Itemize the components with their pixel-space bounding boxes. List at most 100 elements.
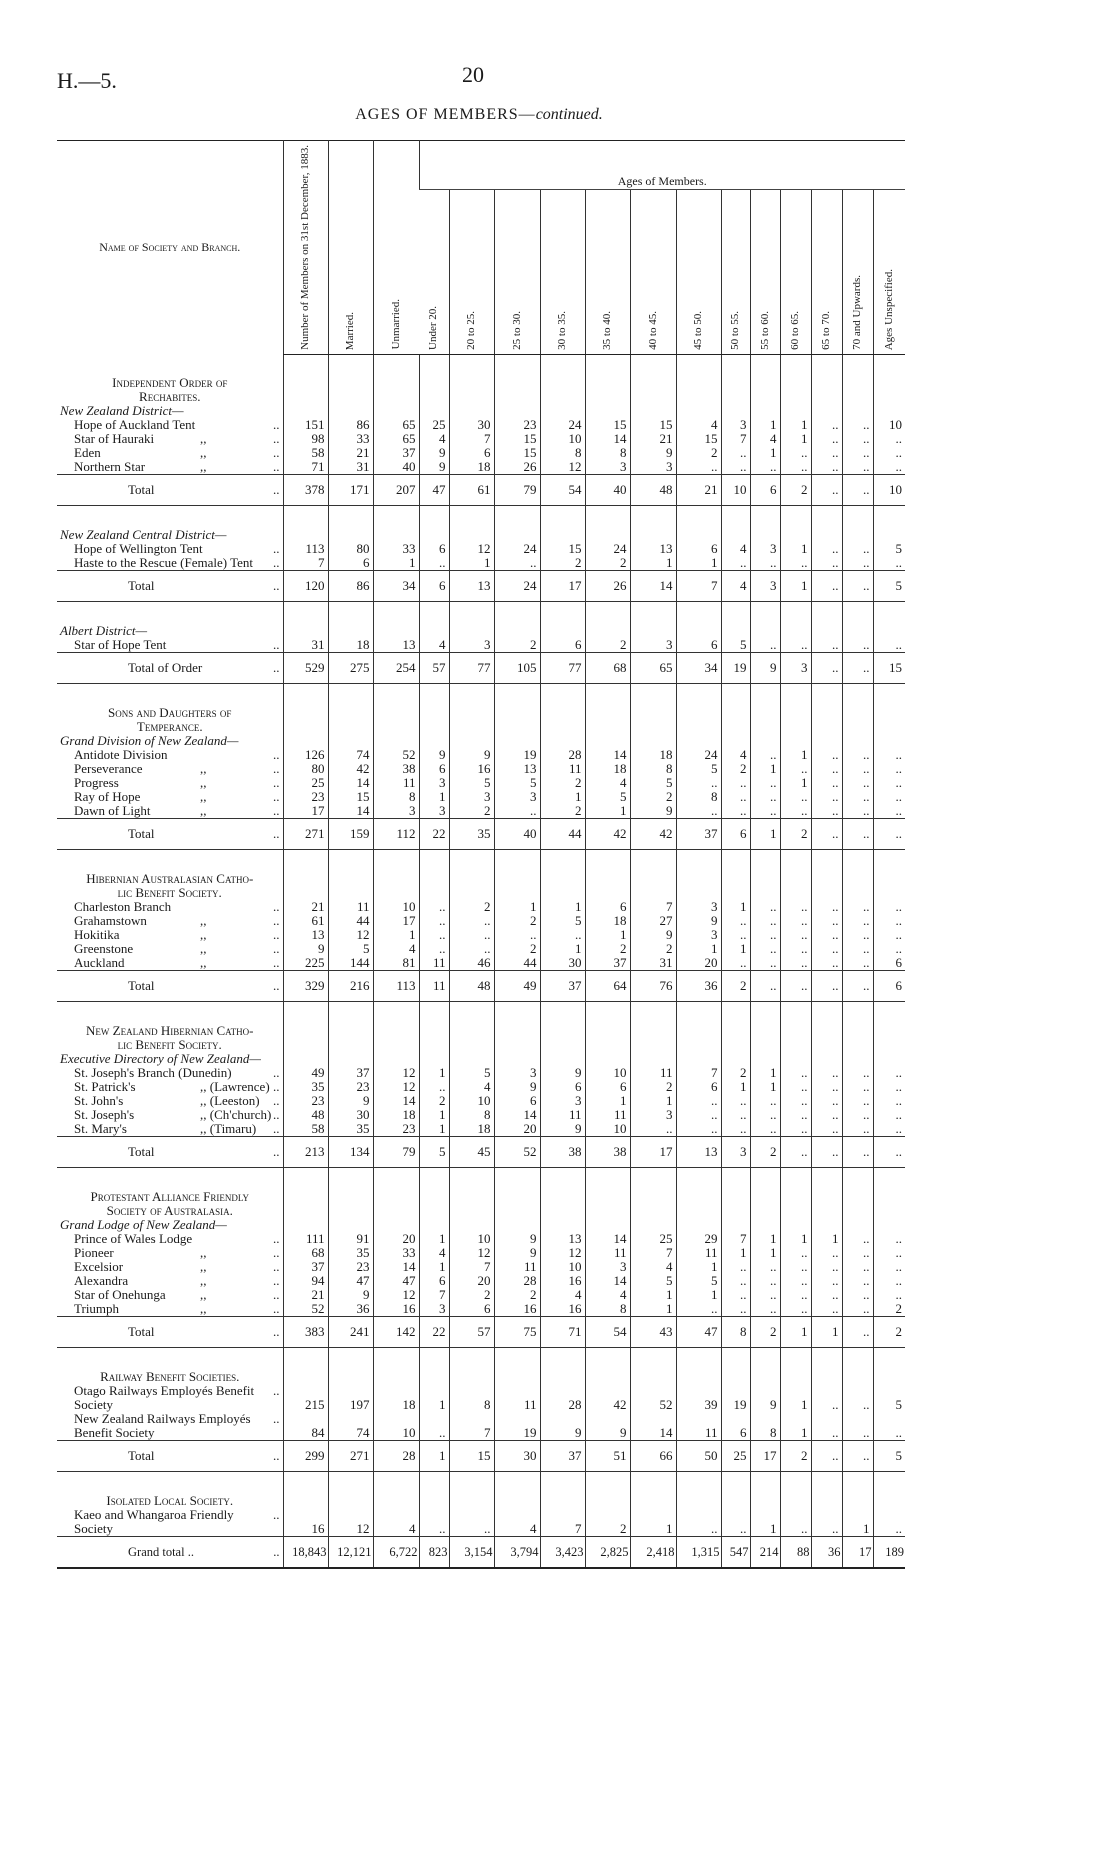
table-cell: 12,121 bbox=[327, 1536, 373, 1569]
table-cell: 1 bbox=[629, 1471, 676, 1537]
leader-dots: .. bbox=[273, 775, 280, 791]
table-cell: 40 bbox=[493, 818, 540, 851]
table-cell: 3 bbox=[749, 570, 780, 603]
table-cell: 13 bbox=[675, 1136, 721, 1169]
table-cell: 4 bbox=[372, 1471, 419, 1537]
table-cell: 2 bbox=[720, 970, 750, 1003]
table-cell: 5 bbox=[418, 1136, 449, 1169]
table-cell: 14 bbox=[584, 683, 630, 763]
table-cell: 6 bbox=[327, 556, 373, 571]
table-cell: .. bbox=[872, 818, 905, 851]
table-cell: 16 bbox=[282, 1471, 328, 1537]
table-cell: 151 bbox=[282, 354, 328, 433]
table-cell: 38 bbox=[584, 1136, 630, 1169]
table-cell: .. bbox=[872, 556, 905, 571]
table-cell: 2 bbox=[779, 474, 811, 507]
table-cell: 8 bbox=[720, 1316, 750, 1349]
table-cell: 81 bbox=[372, 956, 419, 971]
table-cell: .. bbox=[779, 956, 811, 971]
table-cell: .. bbox=[779, 1108, 811, 1123]
table-cell: 7 bbox=[282, 556, 328, 571]
table-cell: 14 bbox=[327, 776, 373, 791]
table-cell: 37 bbox=[675, 818, 721, 851]
table-cell: 13 bbox=[493, 762, 540, 777]
table-cell: 52 bbox=[282, 1302, 328, 1317]
table-cell: 1 bbox=[749, 354, 780, 433]
row-label-text: Star of Hope Tent bbox=[74, 637, 167, 653]
table-cell: 86 bbox=[327, 354, 373, 433]
table-cell: 214 bbox=[749, 1536, 780, 1569]
table-cell: 215 bbox=[282, 1347, 328, 1413]
table-cell: 2 bbox=[584, 1471, 630, 1537]
table-cell: 120 bbox=[282, 570, 328, 603]
table-cell: .. bbox=[675, 1302, 721, 1317]
table-cell: .. bbox=[810, 1412, 842, 1441]
table-cell: 68 bbox=[282, 1246, 328, 1261]
table-cell: 4 bbox=[749, 432, 780, 447]
table-cell: 1 bbox=[720, 1246, 750, 1261]
leader-dots: .. bbox=[273, 1231, 280, 1247]
table-cell: 28 bbox=[372, 1440, 419, 1473]
table-cell: 216 bbox=[327, 970, 373, 1003]
table-cell: .. bbox=[841, 1094, 873, 1109]
leader-dots: .. bbox=[273, 761, 280, 777]
table-cell: .. bbox=[418, 1412, 449, 1441]
table-cell: 9 bbox=[584, 1412, 630, 1441]
total-label: Total.. bbox=[60, 483, 280, 497]
table-cell: 10 bbox=[539, 1260, 585, 1275]
header-married: Married. bbox=[327, 140, 373, 355]
table-cell: .. bbox=[720, 556, 750, 571]
table-cell: 12 bbox=[448, 505, 494, 557]
table-cell: 35 bbox=[327, 1246, 373, 1261]
table-cell: 36 bbox=[810, 1536, 842, 1569]
table-cell: 33 bbox=[372, 1246, 419, 1261]
table-cell: .. bbox=[810, 818, 842, 851]
table-cell: .. bbox=[493, 556, 540, 571]
table-cell: 6 bbox=[418, 505, 449, 557]
table-row: Grahamstown,,.. 61 44 17.... 2 5 18 27 9........… bbox=[57, 914, 905, 929]
header-age-8: 55 to 60. bbox=[749, 189, 780, 355]
table-cell: 54 bbox=[584, 1316, 630, 1349]
table-cell: .. bbox=[841, 556, 873, 571]
table-cell: 13 bbox=[282, 928, 328, 943]
leader-dots: .. bbox=[273, 1324, 280, 1340]
table-cell: 94 bbox=[282, 1274, 328, 1289]
table-cell: .. bbox=[841, 1260, 873, 1275]
table-cell: .. bbox=[749, 804, 780, 819]
table-cell: 7 bbox=[448, 1260, 494, 1275]
row-label-cell: Hibernian Australasian Catho-lic Benefit… bbox=[57, 850, 283, 915]
table-cell: .. bbox=[749, 914, 780, 929]
total-label-text: Total bbox=[128, 1144, 155, 1160]
district-heading: New Zealand District— bbox=[60, 403, 184, 419]
row-label-text: Pioneer bbox=[74, 1245, 114, 1261]
table-cell: 1 bbox=[749, 818, 780, 851]
table-cell: 74 bbox=[327, 683, 373, 763]
table-cell: .. bbox=[841, 1440, 873, 1473]
table-cell: 26 bbox=[584, 570, 630, 603]
table-cell: 1 bbox=[493, 849, 540, 915]
table-cell: 9 bbox=[749, 652, 780, 685]
table-cell: .. bbox=[841, 956, 873, 971]
table-cell: .. bbox=[872, 1471, 905, 1537]
table-cell: 22 bbox=[418, 818, 449, 851]
table-cell: 5 bbox=[629, 776, 676, 791]
table-cell: .. bbox=[810, 956, 842, 971]
table-cell: 52 bbox=[372, 683, 419, 763]
table-cell: 3 bbox=[675, 928, 721, 943]
district-heading: Grand Lodge of New Zealand— bbox=[60, 1217, 227, 1233]
table-cell: 7 bbox=[418, 1288, 449, 1303]
table-cell: .. bbox=[810, 1094, 842, 1109]
table-cell: 16 bbox=[539, 1274, 585, 1289]
table-cell: 9 bbox=[282, 942, 328, 957]
table-cell: .. bbox=[675, 1108, 721, 1123]
table-cell: 18 bbox=[629, 683, 676, 763]
table-cell: 29 bbox=[675, 1167, 721, 1247]
table-cell: .. bbox=[841, 1302, 873, 1317]
table-cell: 12 bbox=[372, 1288, 419, 1303]
table-cell: .. bbox=[841, 1316, 873, 1349]
row-label: Triumph,,.. bbox=[60, 1302, 280, 1316]
row-label: Perseverance,,.. bbox=[60, 762, 280, 776]
table-cell: 15 bbox=[629, 354, 676, 433]
table-cell: 42 bbox=[584, 818, 630, 851]
leader-dots: .. bbox=[273, 747, 280, 763]
